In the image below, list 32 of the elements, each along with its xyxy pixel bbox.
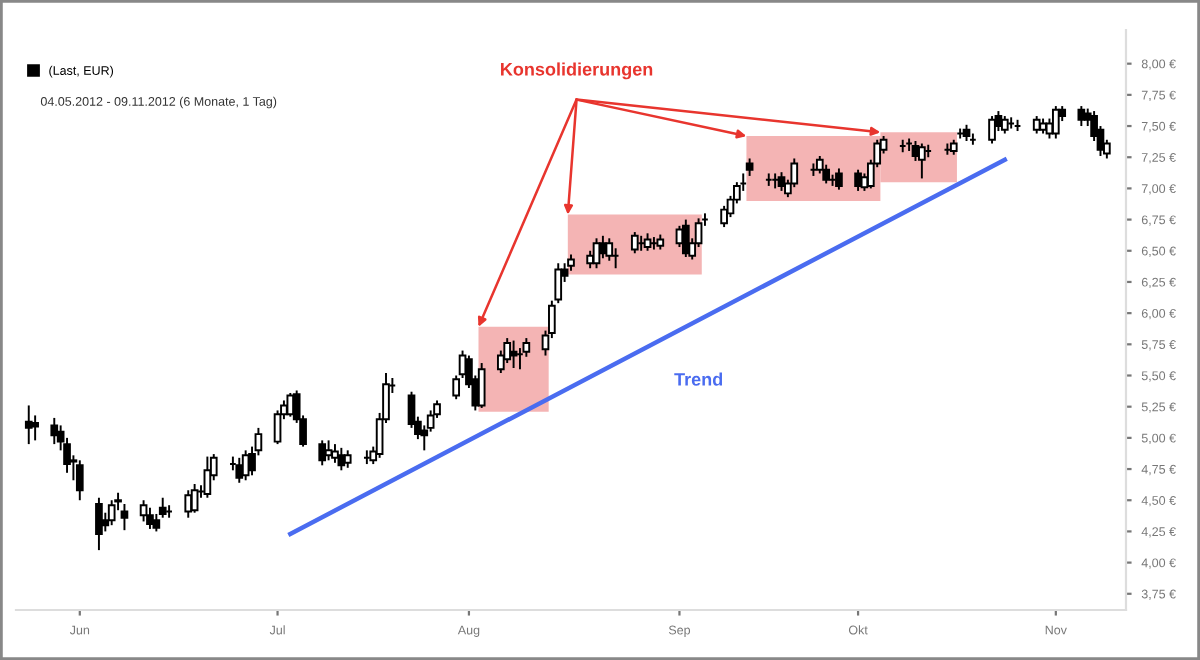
candlestick [318,439,327,467]
candlestick [509,339,518,369]
candlestick [477,362,486,409]
candlestick [777,171,786,192]
candlestick [184,489,193,519]
candlestick [139,499,148,523]
candlestick [918,142,926,180]
candlestick [95,496,103,552]
candlestick [630,231,639,255]
candlestick [554,262,563,305]
candlestick [988,115,996,145]
candlestick [605,237,614,262]
candlestick [835,167,843,191]
candlestick [50,416,59,446]
candlestick [31,414,39,442]
candlestick [75,459,84,502]
candlestick [1051,105,1060,140]
candlestick [286,392,295,418]
candlestick [203,455,212,499]
candlestick [190,483,199,514]
candlestick [790,157,799,189]
candlestick [331,443,339,464]
candlestick [235,456,244,484]
candlestick [120,503,129,532]
candlestick [681,218,690,258]
candlestick [107,499,116,527]
candlestick [146,506,154,530]
candlestick [854,168,862,192]
annotation: Konsolidierungen [501,62,653,80]
candlestick [720,204,728,229]
candlestick [822,163,831,185]
annotation: Trend [674,372,723,386]
